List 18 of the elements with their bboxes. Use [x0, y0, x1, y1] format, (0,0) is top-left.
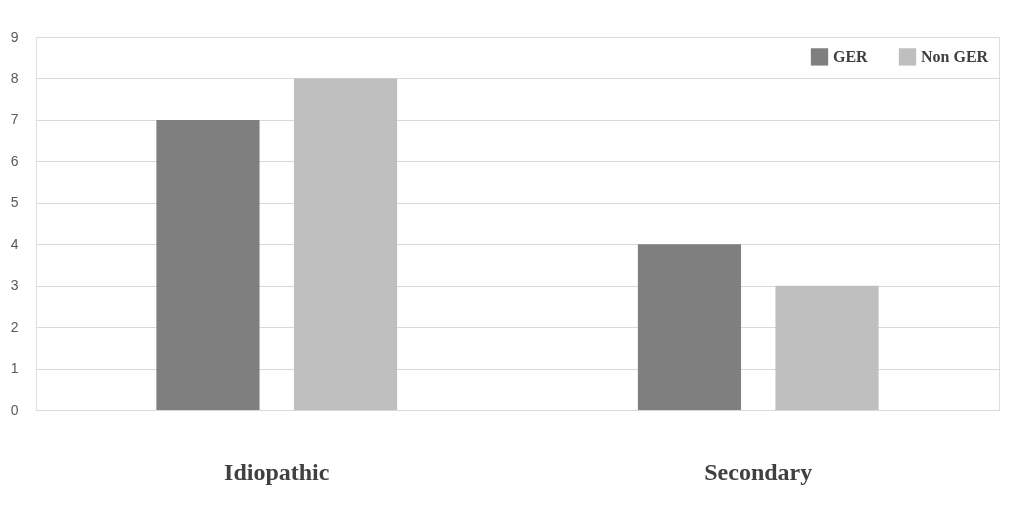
y-tick-label: 7	[10, 111, 19, 128]
bar	[293, 78, 398, 410]
y-tick-label: 3	[10, 277, 19, 294]
y-tick-label: 4	[10, 235, 19, 252]
bar	[775, 285, 879, 410]
bar	[156, 119, 260, 410]
y-tick-label: 9	[10, 28, 19, 45]
bar	[637, 244, 742, 410]
y-tick-label: 8	[10, 69, 19, 86]
legend-label: Non GER	[921, 47, 989, 65]
x-tick-label: Secondary	[704, 458, 813, 485]
y-tick-label: 0	[10, 401, 19, 418]
legend-label: GER	[833, 47, 869, 65]
y-tick-label: 2	[10, 318, 19, 335]
x-tick-label: Idiopathic	[224, 458, 330, 485]
y-tick-label: 5	[10, 194, 19, 211]
y-tick-label: 6	[10, 152, 19, 169]
y-tick-label: 1	[10, 360, 19, 377]
